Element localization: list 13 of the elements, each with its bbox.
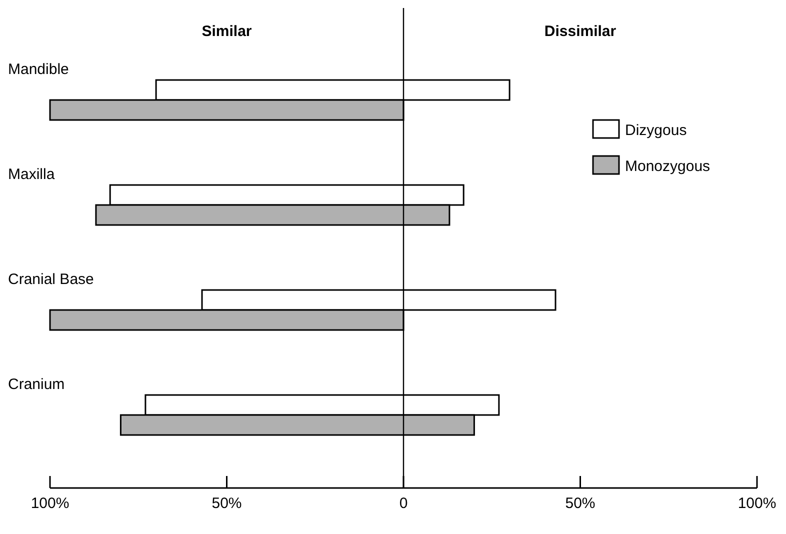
legend-label: Monozygous [625,158,710,175]
x-tick-label: 50% [212,495,242,512]
x-tick-label: 100% [30,495,70,512]
y-tick-label: Maxilla [8,166,56,183]
legend-label: Dizygous [625,122,687,139]
y-tick-label: Cranium [8,376,65,393]
annotation: Dissimilar [544,23,616,40]
y-tick-label: Mandible [8,61,69,78]
annotation: Similar [202,23,252,40]
x-tick-label: 50% [565,495,596,512]
x-tick-label: 100% [738,495,776,512]
y-tick-label: Cranial Base [8,271,94,288]
x-tick-label: 0 [399,495,408,512]
